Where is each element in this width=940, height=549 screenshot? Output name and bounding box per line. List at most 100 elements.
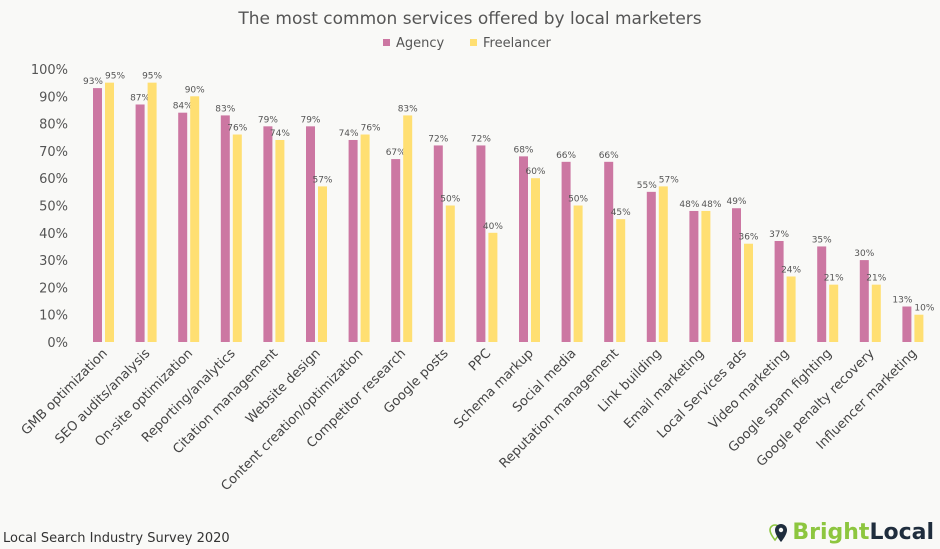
data-label: 90% [185,85,205,95]
y-tick-label: 100% [31,63,68,78]
bar-freelancer [275,139,285,342]
y-tick-label: 0% [47,336,68,351]
bars: 93%95%87%95%84%90%83%76%79%74%79%57%74%7… [83,72,935,343]
bar-agency [306,126,315,342]
data-label: 72% [428,134,448,144]
bar-freelancer [360,134,370,342]
bar-freelancer [616,219,626,342]
data-label: 37% [769,230,789,240]
data-label: 48% [679,200,699,210]
legend-label-freelancer: Freelancer [483,36,552,51]
data-label: 67% [386,148,406,158]
logo-local: Local [869,520,934,545]
bar-freelancer [914,314,924,342]
bar-freelancer [744,243,753,342]
data-label: 21% [824,274,844,284]
data-label: 93% [83,77,103,87]
legend-swatch-agency [383,39,390,46]
y-axis: 0% 10% 20% 30% 40% 50% 60% 70% 80% 90% 100% [31,63,68,351]
data-label: 76% [361,124,381,134]
bar-agency [732,208,741,342]
y-tick-label: 30% [39,254,68,269]
bar-freelancer [445,205,455,342]
data-label: 49% [726,197,746,207]
bar-agency [689,210,699,342]
y-tick-label: 70% [39,145,68,160]
data-label: 50% [568,195,588,205]
x-tick-label: Video marketing [706,346,792,432]
bar-agency [433,145,443,342]
bar-agency [93,88,102,342]
location-pin-icon [769,523,788,542]
data-label: 13% [892,296,912,306]
data-label: 95% [142,72,162,82]
bar-agency [859,260,869,342]
data-label: 21% [866,274,886,284]
data-label: 95% [105,72,125,82]
y-tick-label: 10% [39,309,68,324]
data-label: 57% [659,175,679,185]
bar-freelancer [573,205,583,342]
brightlocal-logo: Bright Local [768,520,934,545]
bar-freelancer [147,82,157,343]
data-label: 72% [471,134,491,144]
data-label: 50% [440,195,460,205]
data-label: 84% [173,102,193,112]
data-label: 66% [556,151,576,161]
bar-agency [604,161,614,342]
bar-freelancer [786,276,796,342]
x-tick-label: Schema markup [451,346,537,432]
x-tick-label: Email marketing [621,346,707,432]
bar-agency [817,246,827,342]
y-tick-label: 20% [39,281,68,296]
data-label: 48% [701,200,721,210]
data-label: 79% [258,115,278,125]
y-tick-label: 50% [39,200,68,215]
data-label: 68% [513,145,533,155]
logo-bright: Bright [792,520,870,545]
legend-swatch-freelancer [470,39,477,46]
bar-agency [646,191,656,342]
bar-agency [220,115,230,342]
data-label: 87% [130,93,150,103]
data-label: 83% [215,104,235,114]
bar-agency [135,104,145,343]
bar-freelancer [658,186,668,342]
data-label: 74% [270,129,290,139]
data-label: 83% [398,104,418,114]
data-label: 76% [227,124,247,134]
y-tick-label: 80% [39,118,68,133]
data-label: 74% [339,129,359,139]
bar-agency [348,139,358,342]
chart-title: The most common services offered by loca… [237,9,701,29]
bar-freelancer [701,210,711,342]
bar-freelancer [829,284,839,342]
data-label: 36% [738,233,758,243]
bar-freelancer [190,96,200,342]
data-label: 55% [637,181,657,191]
bar-agency [476,145,486,342]
bar-freelancer [531,178,540,342]
data-label: 30% [854,249,874,259]
data-label: 40% [483,222,503,232]
footer-source: Local Search Industry Survey 2020 [3,531,230,546]
y-tick-label: 60% [39,172,68,187]
bar-agency [774,240,784,342]
bar-freelancer [488,232,498,342]
bar-freelancer [403,115,413,342]
bar-freelancer [105,82,114,343]
y-tick-label: 40% [39,227,68,242]
data-label: 79% [300,115,320,125]
bar-agency [561,161,571,342]
data-label: 10% [914,304,934,314]
x-tick-label: PPC [466,346,494,374]
bar-agency [263,126,273,342]
data-label: 35% [812,235,832,245]
data-label: 66% [599,151,619,161]
x-tick-label: Website design [243,346,324,427]
bar-freelancer [232,134,242,342]
bar-agency [178,112,188,343]
legend: Agency Freelancer [383,36,552,51]
